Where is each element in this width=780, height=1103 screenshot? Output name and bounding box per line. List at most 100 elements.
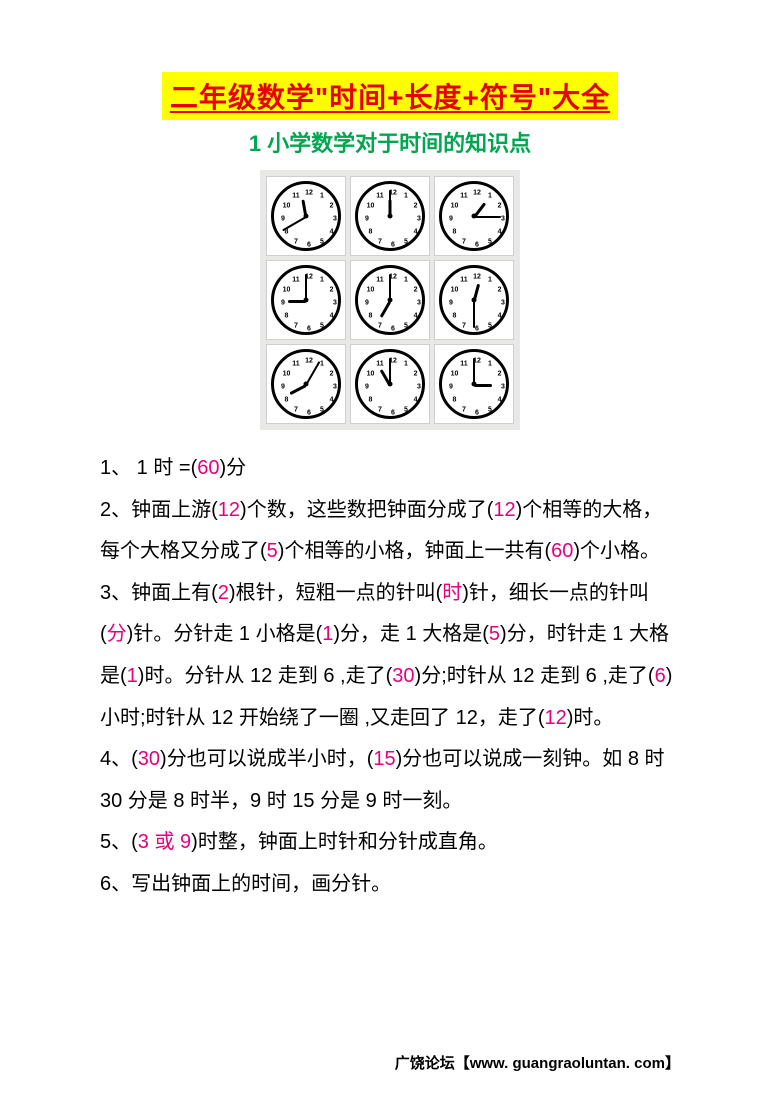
plain-text: 2、钟面上游( xyxy=(100,499,218,521)
clock-numeral: 3 xyxy=(333,300,337,307)
clock-cell: 121234567891011 xyxy=(350,344,430,424)
clock-numeral: 9 xyxy=(281,300,285,307)
minute-hand xyxy=(473,301,475,328)
clock-numeral: 8 xyxy=(369,397,373,404)
clock-numeral: 12 xyxy=(473,274,481,281)
clock-numeral: 6 xyxy=(307,326,311,333)
clock-numeral: 11 xyxy=(460,361,467,368)
highlight-text: 30 xyxy=(138,748,160,770)
clock-numeral: 6 xyxy=(391,242,395,249)
highlight-text: 15 xyxy=(373,748,395,770)
clock-numeral: 3 xyxy=(501,384,505,391)
clock-numeral: 11 xyxy=(460,193,467,200)
clock-numeral: 9 xyxy=(365,384,369,391)
clock-numeral: 7 xyxy=(378,322,382,329)
clock-numeral: 2 xyxy=(330,371,334,378)
clock-numeral: 10 xyxy=(451,203,459,210)
clock-numeral: 2 xyxy=(414,287,418,294)
highlight-text: 3 或 9 xyxy=(138,831,191,853)
clock-numeral: 2 xyxy=(498,287,502,294)
clock-face: 121234567891011 xyxy=(439,265,509,335)
clock-numeral: 10 xyxy=(283,371,291,378)
clock-numeral: 10 xyxy=(451,371,459,378)
clock-numeral: 4 xyxy=(498,313,502,320)
clock-numeral: 3 xyxy=(417,216,421,223)
clock-cell: 121234567891011 xyxy=(266,260,346,340)
clock-numeral: 3 xyxy=(333,216,337,223)
clock-numeral: 1 xyxy=(320,277,324,284)
minute-hand xyxy=(474,216,501,218)
clock-numeral: 9 xyxy=(449,216,453,223)
plain-text: 1、 1 时 =( xyxy=(100,457,197,479)
body-paragraph: 4、(30)分也可以说成半小时，(15)分也可以说成一刻钟。如 8 时 30 分… xyxy=(100,739,680,822)
hour-hand xyxy=(380,301,392,318)
clock-numeral: 2 xyxy=(414,371,418,378)
clock-numeral: 7 xyxy=(378,238,382,245)
highlight-text: 1 xyxy=(127,665,138,687)
body-paragraph: 6、写出钟面上的时间，画分针。 xyxy=(100,864,680,906)
clock-numeral: 1 xyxy=(488,361,492,368)
clock-numeral: 4 xyxy=(330,397,334,404)
clock-numeral: 10 xyxy=(367,203,375,210)
clock-cell: 121234567891011 xyxy=(266,176,346,256)
body-paragraph: 1、 1 时 =(60)分 xyxy=(100,448,680,490)
title-banner: 二年级数学"时间+长度+符号"大全 xyxy=(162,72,618,120)
clock-numeral: 4 xyxy=(414,313,418,320)
clock-face: 121234567891011 xyxy=(271,181,341,251)
highlight-text: 12 xyxy=(493,499,515,521)
clock-numeral: 4 xyxy=(414,397,418,404)
clock-cell: 121234567891011 xyxy=(434,260,514,340)
clock-numeral: 10 xyxy=(283,203,291,210)
clock-numeral: 7 xyxy=(294,406,298,413)
clock-cell: 121234567891011 xyxy=(350,260,430,340)
clock-face: 121234567891011 xyxy=(355,349,425,419)
plain-text: )分 xyxy=(220,457,247,479)
clock-center xyxy=(472,214,477,219)
plain-text: 4、( xyxy=(100,748,138,770)
highlight-text: 6 xyxy=(655,665,666,687)
clock-grid: 1212345678910111212345678910111212345678… xyxy=(260,170,520,430)
clock-numeral: 5 xyxy=(488,406,492,413)
highlight-text: 5 xyxy=(267,540,278,562)
clock-face: 121234567891011 xyxy=(355,181,425,251)
plain-text: )个数，这些数把钟面分成了( xyxy=(240,499,493,521)
clock-numeral: 11 xyxy=(376,193,383,200)
clock-numeral: 5 xyxy=(320,238,324,245)
clock-numeral: 7 xyxy=(462,322,466,329)
clock-center xyxy=(304,298,309,303)
clock-numeral: 12 xyxy=(473,190,481,197)
highlight-text: 时 xyxy=(442,582,462,604)
clock-center xyxy=(472,382,477,387)
highlight-text: 2 xyxy=(218,582,229,604)
clock-numeral: 9 xyxy=(281,216,285,223)
plain-text: )时整，钟面上时针和分针成直角。 xyxy=(191,831,498,853)
clock-cell: 121234567891011 xyxy=(266,344,346,424)
clock-face: 121234567891011 xyxy=(271,265,341,335)
clock-numeral: 6 xyxy=(475,242,479,249)
body-paragraph: 2、钟面上游(12)个数，这些数把钟面分成了(12)个相等的大格，每个大格又分成… xyxy=(100,490,680,573)
body-paragraph: 3、钟面上有(2)根针，短粗一点的针叫(时)针，细长一点的针叫(分)针。分针走 … xyxy=(100,573,680,739)
clock-numeral: 1 xyxy=(404,277,408,284)
clock-numeral: 12 xyxy=(305,358,313,365)
clock-numeral: 5 xyxy=(320,322,324,329)
clock-numeral: 1 xyxy=(320,361,324,368)
clock-numeral: 9 xyxy=(449,384,453,391)
clock-numeral: 7 xyxy=(462,406,466,413)
clock-numeral: 5 xyxy=(488,238,492,245)
plain-text: 6、写出钟面上的时间，画分针。 xyxy=(100,873,391,895)
clock-center xyxy=(388,382,393,387)
minute-hand xyxy=(282,216,306,231)
plain-text: 3、钟面上有( xyxy=(100,582,218,604)
clock-numeral: 3 xyxy=(501,300,505,307)
clock-numeral: 1 xyxy=(404,193,408,200)
clock-numeral: 3 xyxy=(501,216,505,223)
clock-center xyxy=(388,214,393,219)
clock-numeral: 2 xyxy=(330,287,334,294)
clock-numeral: 11 xyxy=(292,277,299,284)
clock-cell: 121234567891011 xyxy=(434,344,514,424)
highlight-text: 60 xyxy=(551,540,573,562)
clock-numeral: 8 xyxy=(453,313,457,320)
clock-numeral: 3 xyxy=(417,300,421,307)
clock-center xyxy=(388,298,393,303)
plain-text: )针。分针走 1 小格是( xyxy=(127,623,323,645)
